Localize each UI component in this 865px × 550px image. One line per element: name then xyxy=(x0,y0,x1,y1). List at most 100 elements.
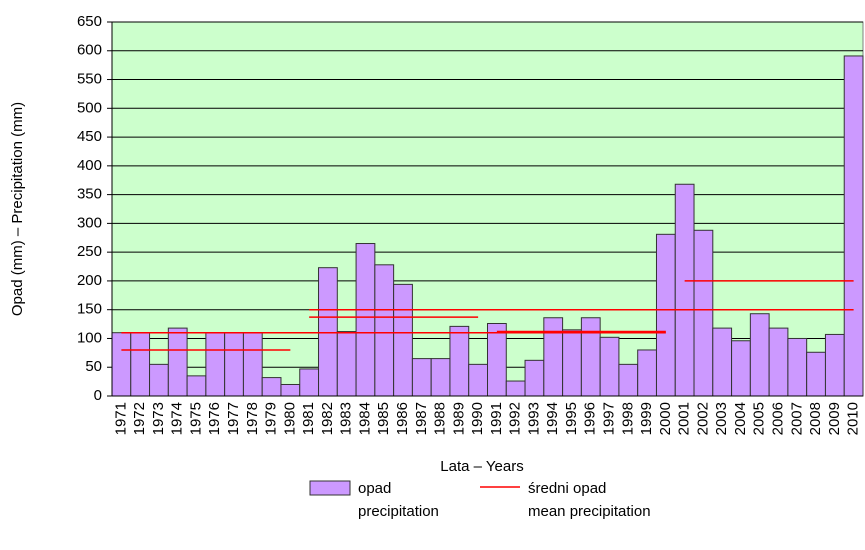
x-tick-label: 1987 xyxy=(413,402,430,435)
y-tick-label: 250 xyxy=(77,243,102,260)
y-tick-label: 200 xyxy=(77,272,102,289)
bar xyxy=(430,358,451,397)
x-tick-label: 2009 xyxy=(826,402,843,435)
bar xyxy=(580,317,601,397)
x-tick-label: 2000 xyxy=(657,402,674,435)
x-tick-label: 2010 xyxy=(845,402,862,435)
bar xyxy=(655,233,676,397)
bar xyxy=(562,329,582,397)
bar xyxy=(355,243,376,397)
bar xyxy=(787,337,808,397)
bar xyxy=(167,327,188,397)
bar xyxy=(393,283,413,397)
bar xyxy=(242,332,263,397)
bar xyxy=(186,375,207,397)
x-tick-label: 1984 xyxy=(356,402,373,435)
y-tick-label: 50 xyxy=(85,358,102,375)
y-tick-label: 350 xyxy=(77,186,102,203)
bar xyxy=(824,333,845,397)
x-tick-label: 1975 xyxy=(187,402,204,435)
x-tick-label: 2004 xyxy=(732,402,749,435)
bar xyxy=(130,332,151,397)
x-tick-label: 2006 xyxy=(769,402,786,435)
x-tick-label: 1976 xyxy=(206,402,223,435)
legend-swatch xyxy=(309,480,351,496)
bar xyxy=(599,336,620,397)
x-tick-label: 2007 xyxy=(788,402,805,435)
x-tick-label: 1974 xyxy=(169,402,186,435)
x-tick-label: 1988 xyxy=(432,402,449,435)
x-tick-label: 2008 xyxy=(807,402,824,435)
bar xyxy=(731,340,751,397)
x-axis-label: Lata – Years xyxy=(440,458,523,475)
x-tick-label: 1986 xyxy=(394,402,411,435)
bar xyxy=(318,267,338,397)
x-tick-label: 1985 xyxy=(375,402,392,435)
bar xyxy=(712,327,733,397)
bar xyxy=(749,313,770,397)
x-tick-label: 1978 xyxy=(244,402,261,435)
bar xyxy=(224,332,244,397)
y-tick-label: 500 xyxy=(77,99,102,116)
x-tick-label: 1973 xyxy=(150,402,167,435)
y-tick-label: 100 xyxy=(77,329,102,346)
bar xyxy=(543,317,564,397)
x-tick-label: 1980 xyxy=(281,402,298,435)
bar xyxy=(843,55,864,397)
x-tick-label: 1994 xyxy=(544,402,561,435)
bar xyxy=(149,363,169,397)
bar xyxy=(280,383,301,397)
y-tick-label: 650 xyxy=(77,13,102,30)
x-tick-label: 1982 xyxy=(319,402,336,435)
y-tick-label: 0 xyxy=(94,387,102,404)
bar xyxy=(505,380,526,397)
x-tick-label: 1996 xyxy=(582,402,599,435)
y-tick-label: 300 xyxy=(77,214,102,231)
x-tick-label: 1999 xyxy=(638,402,655,435)
x-tick-label: 2001 xyxy=(676,402,693,435)
bar xyxy=(637,349,657,397)
x-tick-label: 1981 xyxy=(300,402,317,435)
bar xyxy=(411,358,432,397)
x-tick-label: 1992 xyxy=(507,402,524,435)
legend-label: mean precipitation xyxy=(528,503,651,520)
y-tick-label: 400 xyxy=(77,157,102,174)
x-tick-label: 1979 xyxy=(263,402,280,435)
x-tick-label: 1977 xyxy=(225,402,242,435)
legend-label: opad xyxy=(358,480,391,497)
y-tick-label: 600 xyxy=(77,42,102,59)
x-tick-label: 1993 xyxy=(525,402,542,435)
bar xyxy=(205,332,226,397)
x-tick-label: 1983 xyxy=(338,402,355,435)
y-tick-label: 550 xyxy=(77,71,102,88)
bar xyxy=(487,323,507,397)
bar xyxy=(261,377,282,397)
bar xyxy=(693,229,714,397)
legend-label: precipitation xyxy=(358,503,439,520)
bar xyxy=(299,368,320,397)
bar xyxy=(336,331,357,397)
x-tick-label: 1998 xyxy=(619,402,636,435)
x-tick-label: 1989 xyxy=(450,402,467,435)
bar xyxy=(111,332,132,397)
bar xyxy=(674,183,695,397)
legend-label: średni opad xyxy=(528,480,606,497)
bar xyxy=(768,327,789,397)
y-tick-label: 450 xyxy=(77,128,102,145)
bar xyxy=(449,325,470,397)
bar xyxy=(374,264,395,397)
x-tick-label: 1995 xyxy=(563,402,580,435)
x-tick-label: 2005 xyxy=(751,402,768,435)
bar xyxy=(618,363,639,397)
bar xyxy=(524,359,545,397)
bar xyxy=(806,351,826,397)
x-tick-label: 1991 xyxy=(488,402,505,435)
x-tick-label: 1971 xyxy=(112,402,129,435)
bar xyxy=(468,363,489,397)
x-tick-label: 2003 xyxy=(713,402,730,435)
y-axis-label: Opad (mm) – Precipitation (mm) xyxy=(9,102,26,316)
x-tick-label: 1990 xyxy=(469,402,486,435)
x-tick-label: 1997 xyxy=(601,402,618,435)
y-tick-label: 150 xyxy=(77,301,102,318)
